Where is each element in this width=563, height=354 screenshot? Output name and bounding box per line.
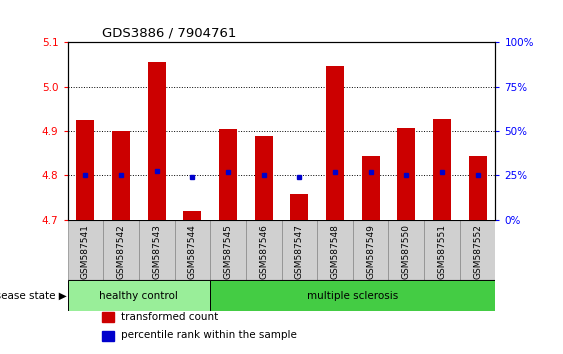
Bar [282,219,317,280]
Bar [388,219,424,280]
Bar [175,219,210,280]
Bar [397,129,415,219]
Text: percentile rank within the sample: percentile rank within the sample [121,330,297,341]
Bar [148,62,166,219]
Text: multiple sclerosis: multiple sclerosis [307,291,399,301]
Text: GSM587546: GSM587546 [259,224,268,279]
Text: GSM587552: GSM587552 [473,224,482,279]
Bar [317,219,353,280]
Text: GSM587550: GSM587550 [402,224,411,279]
Bar [291,194,309,219]
Text: GSM587544: GSM587544 [188,224,197,279]
Text: GSM587542: GSM587542 [117,224,126,279]
Bar [68,280,210,311]
Text: GSM587545: GSM587545 [224,224,233,279]
Text: healthy control: healthy control [100,291,178,301]
Text: GSM587543: GSM587543 [152,224,161,279]
Bar [433,119,451,219]
Bar [210,219,246,280]
Text: GDS3886 / 7904761: GDS3886 / 7904761 [102,27,236,40]
Bar [68,219,103,280]
Bar [77,120,95,219]
Text: GSM587549: GSM587549 [366,224,375,279]
Bar [246,219,282,280]
Text: GSM587551: GSM587551 [437,224,446,279]
Text: GSM587548: GSM587548 [330,224,339,279]
Bar [468,156,486,219]
Bar [353,219,388,280]
Bar [139,219,175,280]
Bar [112,131,130,219]
Bar [102,312,114,322]
Bar [219,129,237,219]
Bar [254,136,272,219]
Bar [184,211,202,219]
Bar [361,156,379,219]
Bar [326,65,344,219]
Text: transformed count: transformed count [121,312,218,322]
Bar [102,331,114,341]
Text: GSM587541: GSM587541 [81,224,90,279]
Bar [103,219,139,280]
Bar [424,219,460,280]
Text: disease state ▶: disease state ▶ [0,291,67,301]
Text: GSM587547: GSM587547 [295,224,304,279]
Bar [210,280,495,311]
Bar [460,219,495,280]
